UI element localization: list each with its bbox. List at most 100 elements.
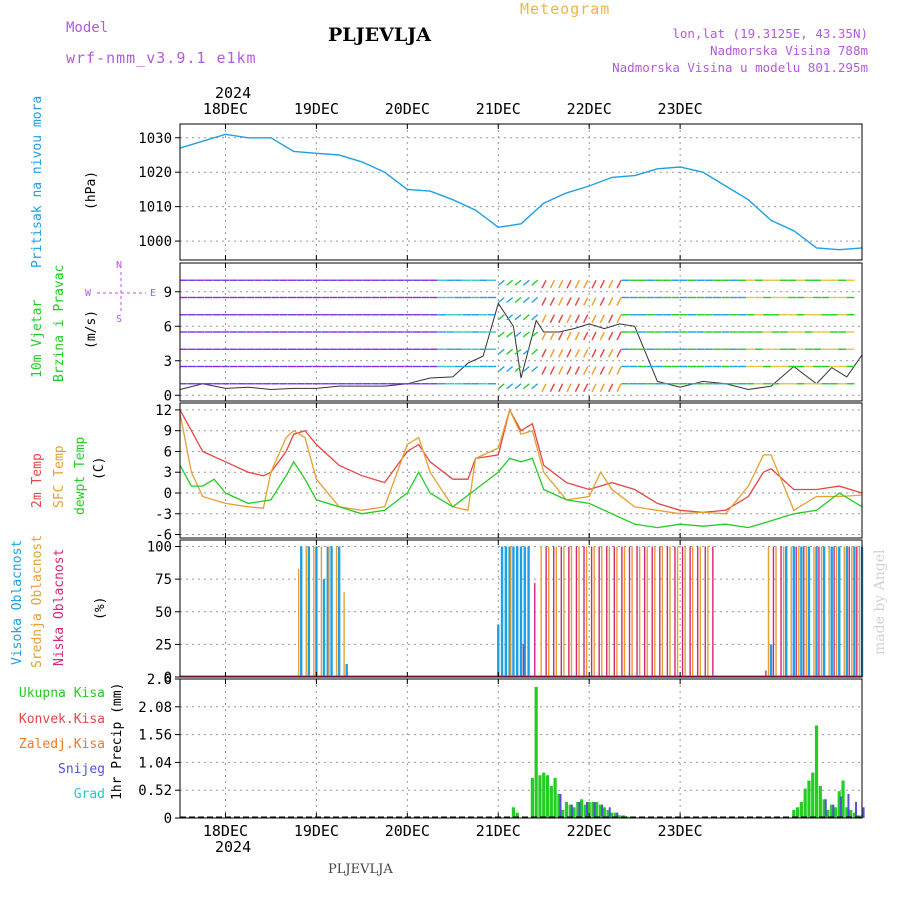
wind-unit: (m/s): [84, 309, 99, 349]
y-tick-label: 1030: [138, 131, 172, 147]
wind-arrow: [514, 348, 522, 355]
y-tick-label: -3: [155, 507, 172, 523]
precip-bar: [583, 804, 588, 818]
wind-arrow: [531, 279, 539, 286]
compass-w: W: [85, 288, 92, 299]
y-tick-label: 1.04: [138, 755, 172, 771]
precip-bar: [830, 804, 834, 818]
precip-bar: [847, 793, 850, 818]
frames-layer: [175, 123, 863, 819]
precip-bar: [818, 785, 822, 818]
wind-arrow: [514, 365, 522, 373]
wind-arrow: [599, 366, 605, 375]
model-label: Model: [66, 20, 109, 36]
wind-arrow: [531, 296, 539, 304]
wind-arrow: [541, 366, 547, 375]
wind-arrow: [541, 314, 547, 324]
precip-bar: [807, 780, 811, 818]
wind-arrow: [591, 366, 597, 375]
precip-bar: [598, 804, 603, 818]
product-title: Meteogram: [520, 0, 611, 18]
precip-bar: [586, 801, 589, 818]
wind-arrow: [497, 296, 505, 304]
x-day-label-top: 23DEC: [658, 100, 703, 118]
precip-bar: [553, 777, 557, 818]
precip-bar: [534, 687, 538, 818]
wind-arrow: [541, 297, 547, 306]
wind-arrow: [591, 331, 597, 341]
wind-arrow: [616, 331, 622, 341]
wind-arrow: [574, 383, 580, 393]
y-tick-label: 1000: [138, 234, 172, 250]
x-day-label-top: 18DEC: [203, 100, 248, 118]
precip-bar: [841, 780, 845, 818]
precip-bar: [826, 809, 830, 818]
wind-arrow: [549, 314, 555, 324]
pressure-ylabel: Pritisak na nivou mora: [30, 95, 45, 268]
wind-arrow: [591, 314, 597, 324]
precip-bar: [832, 804, 835, 818]
wind-arrow: [599, 314, 605, 324]
precip-bar: [538, 775, 542, 818]
precip-bar: [602, 807, 606, 818]
marks-layer: [97, 133, 865, 818]
wind-arrow: [522, 314, 530, 321]
y-tick-label: 12: [155, 403, 172, 419]
grid-layer: [180, 124, 862, 819]
precip-bar: [515, 812, 519, 818]
precip-bar: [549, 785, 553, 818]
x-day-label-bottom: 21DEC: [476, 822, 521, 840]
compass-s: S: [116, 314, 123, 325]
wind-arrow: [531, 365, 539, 373]
cloud-ylabel-low: Niska Oblacnost: [52, 548, 67, 666]
t2m-line: [179, 408, 863, 514]
x-day-label-top: 22DEC: [567, 100, 612, 118]
wind-arrow: [541, 348, 547, 358]
precip-bar: [557, 793, 561, 818]
wind-arrow: [549, 297, 555, 306]
wind-arrow: [583, 279, 589, 289]
panel-frame: [179, 262, 863, 402]
wind-arrow: [506, 348, 514, 355]
wind-arrow: [599, 297, 605, 306]
wind-arrow: [616, 366, 622, 375]
wind-arrow: [558, 348, 564, 358]
y-tick-label: 6: [164, 319, 172, 335]
wind-arrow: [549, 331, 555, 341]
precip-bar: [511, 807, 516, 818]
precip-bar: [822, 799, 826, 818]
wind-arrow: [558, 279, 564, 289]
wind-arrow: [506, 314, 514, 321]
precip-bar: [824, 799, 827, 818]
wind-arrow: [558, 331, 564, 341]
wind-arrow: [566, 348, 572, 358]
wind-arrow: [583, 366, 589, 375]
tsfc-line: [179, 408, 863, 515]
wind-arrow: [514, 331, 522, 338]
wind-arrow: [599, 279, 605, 289]
wind-arrow: [549, 366, 555, 375]
wind-arrow: [531, 314, 539, 321]
precip-bar: [564, 801, 569, 818]
bottom-year-label: 2024: [215, 838, 252, 856]
y-tick-label: 6: [164, 444, 172, 460]
wind-arrow: [506, 296, 514, 304]
wind-arrow: [506, 365, 514, 373]
wind-arrow: [574, 279, 580, 289]
wind-arrow: [616, 314, 622, 324]
precip-legend-snow: Snijeg: [58, 762, 105, 777]
wind-arrow: [558, 314, 564, 324]
wind-arrow: [497, 314, 505, 321]
y-tick-label: 1020: [138, 165, 172, 181]
temp-ylabel-2m: 2m Temp: [30, 453, 45, 508]
wind-arrow: [574, 331, 580, 341]
wind-arrow: [599, 348, 605, 358]
precip-bar: [616, 812, 619, 818]
y-tick-label: 100: [147, 540, 172, 556]
wind-arrow: [566, 314, 572, 324]
y-tick-label: 1010: [138, 200, 172, 216]
wind-arrow: [566, 383, 572, 393]
elevation-label: Nadmorska Visina 788m: [709, 43, 868, 58]
wind-arrow: [574, 348, 580, 358]
y-tick-label: 3: [164, 354, 172, 370]
